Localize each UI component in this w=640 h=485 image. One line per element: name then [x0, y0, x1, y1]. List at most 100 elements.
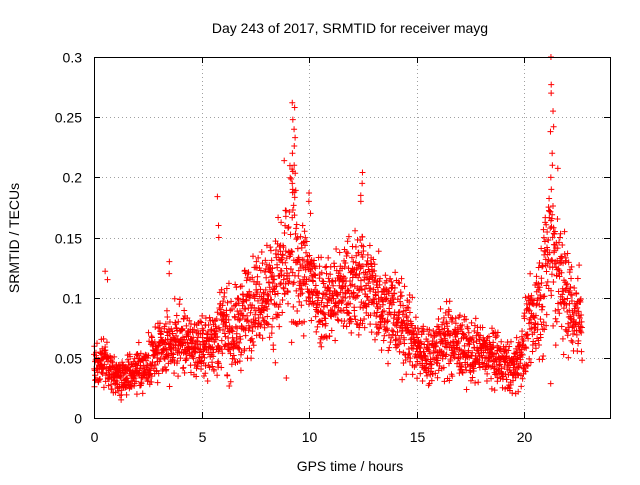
- data-point: [421, 352, 428, 359]
- data-point: [472, 315, 479, 322]
- data-point: [390, 299, 397, 306]
- data-point: [565, 259, 572, 266]
- data-point: [116, 392, 123, 399]
- data-point: [202, 315, 209, 322]
- data-point: [556, 239, 563, 246]
- data-point: [370, 256, 377, 263]
- data-point: [341, 318, 348, 325]
- data-point: [166, 270, 173, 277]
- data-point: [293, 236, 300, 243]
- data-point: [140, 362, 147, 369]
- data-point: [299, 290, 306, 297]
- data-point: [532, 345, 539, 352]
- data-point: [499, 384, 506, 391]
- data-point: [427, 350, 434, 357]
- data-point: [187, 369, 194, 376]
- data-point: [178, 326, 185, 333]
- data-point: [152, 324, 159, 331]
- data-point: [325, 254, 332, 261]
- data-point: [417, 370, 424, 377]
- data-point: [290, 202, 297, 209]
- data-point: [468, 319, 475, 326]
- data-point: [211, 367, 218, 374]
- data-point: [566, 307, 573, 314]
- data-point: [232, 281, 239, 288]
- data-point: [446, 308, 453, 315]
- data-point: [459, 330, 466, 337]
- data-point: [540, 353, 547, 360]
- data-point: [115, 388, 122, 395]
- data-point: [243, 277, 250, 284]
- data-point: [544, 260, 551, 267]
- data-point: [497, 348, 504, 355]
- data-point: [289, 168, 296, 175]
- data-point: [302, 281, 309, 288]
- data-point: [194, 327, 201, 334]
- data-point: [154, 379, 161, 386]
- data-point: [454, 360, 461, 367]
- data-point: [435, 367, 442, 374]
- data-point: [228, 298, 235, 305]
- data-point: [558, 269, 565, 276]
- data-point: [569, 292, 576, 299]
- data-point: [340, 307, 347, 314]
- data-point: [294, 307, 301, 314]
- data-point: [571, 284, 578, 291]
- data-point: [301, 318, 308, 325]
- data-point: [494, 329, 501, 336]
- data-point: [315, 294, 322, 301]
- data-point: [569, 339, 576, 346]
- data-point: [358, 287, 365, 294]
- data-point: [361, 315, 368, 322]
- data-point: [489, 325, 496, 332]
- data-point: [306, 294, 313, 301]
- x-tick-label: 10: [302, 429, 318, 445]
- data-point: [292, 134, 299, 141]
- data-point: [357, 283, 364, 290]
- data-point: [267, 247, 274, 254]
- data-point: [426, 347, 433, 354]
- data-point: [268, 296, 275, 303]
- data-point: [565, 354, 572, 361]
- data-point: [313, 328, 320, 335]
- x-tick-label: 5: [199, 429, 207, 445]
- data-point: [556, 273, 563, 280]
- axis-ticks: 0 0.05 0.1 0.15 0.2 0.25 0.3 0 5 10 15 20: [55, 50, 610, 445]
- data-point: [283, 375, 290, 382]
- data-point: [181, 336, 188, 343]
- data-point: [538, 306, 545, 313]
- data-point: [272, 291, 279, 298]
- data-point: [258, 321, 265, 328]
- data-point: [474, 356, 481, 363]
- data-point: [222, 341, 229, 348]
- data-point: [289, 186, 296, 193]
- data-point: [281, 157, 288, 164]
- data-point: [138, 380, 145, 387]
- data-point: [148, 362, 155, 369]
- data-point: [320, 280, 327, 287]
- data-point: [519, 328, 526, 335]
- data-point: [370, 296, 377, 303]
- data-point: [191, 361, 198, 368]
- data-point: [535, 287, 542, 294]
- data-point: [395, 315, 402, 322]
- data-point: [331, 303, 338, 310]
- data-point: [455, 338, 462, 345]
- data-point: [293, 225, 300, 232]
- data-point: [288, 339, 295, 346]
- data-point: [174, 357, 181, 364]
- data-point: [102, 268, 109, 275]
- data-point: [198, 319, 205, 326]
- data-point: [254, 323, 261, 330]
- data-point: [347, 282, 354, 289]
- data-point: [407, 355, 414, 362]
- data-point: [535, 280, 542, 287]
- data-point: [294, 245, 301, 252]
- data-point: [414, 334, 421, 341]
- data-point: [493, 332, 500, 339]
- data-point: [219, 302, 226, 309]
- data-point: [387, 275, 394, 282]
- data-point: [406, 298, 413, 305]
- data-point: [578, 324, 585, 331]
